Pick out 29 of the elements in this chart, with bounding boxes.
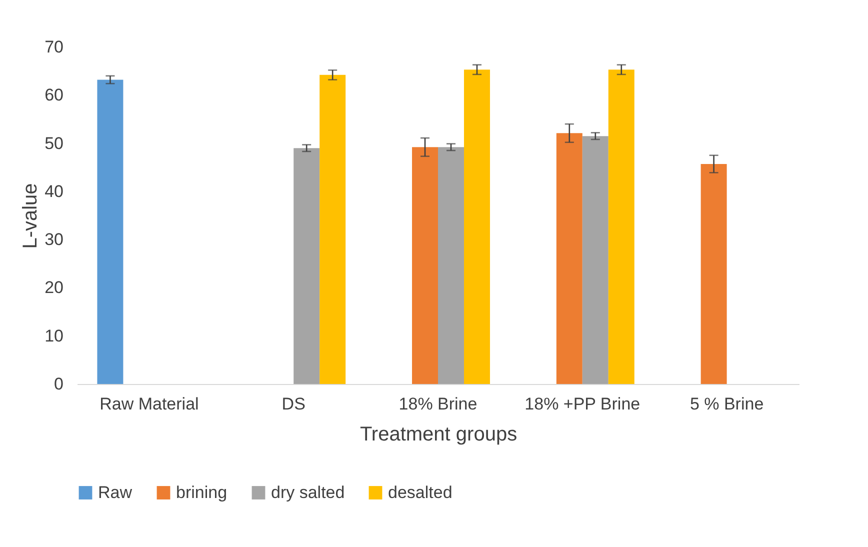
y-tick-label: 10 <box>44 326 64 346</box>
bar <box>608 70 634 384</box>
y-tick-label: 50 <box>44 134 64 153</box>
y-tick-label: 40 <box>44 182 64 201</box>
bar <box>582 136 608 384</box>
x-tick-label: 5 % Brine <box>690 394 764 414</box>
x-axis-title: Treatment groups <box>360 424 518 446</box>
x-tick-label: 18% +PP Brine <box>524 394 640 414</box>
bar <box>320 74 346 384</box>
y-axis-title: L-value <box>20 183 42 249</box>
bar <box>97 80 124 384</box>
y-tick-label: 60 <box>44 86 64 105</box>
x-tick-label: DS <box>282 394 306 414</box>
bar <box>412 147 438 384</box>
bar <box>438 147 464 384</box>
legend-label: Raw <box>98 482 133 502</box>
bar <box>700 164 727 384</box>
y-tick-label: 0 <box>54 374 64 394</box>
legend-label: desalted <box>388 482 452 502</box>
x-tick-label: Raw Material <box>100 394 199 414</box>
y-tick-label: 70 <box>44 38 64 56</box>
bar <box>556 133 582 384</box>
legend-label: brining <box>176 482 228 502</box>
x-tick-label: 18% Brine <box>398 394 478 414</box>
y-tick-label: 30 <box>44 230 64 250</box>
bar <box>294 148 320 384</box>
bar <box>464 70 490 384</box>
legend-label: dry salted <box>271 482 345 502</box>
y-tick-label: 20 <box>44 278 64 298</box>
